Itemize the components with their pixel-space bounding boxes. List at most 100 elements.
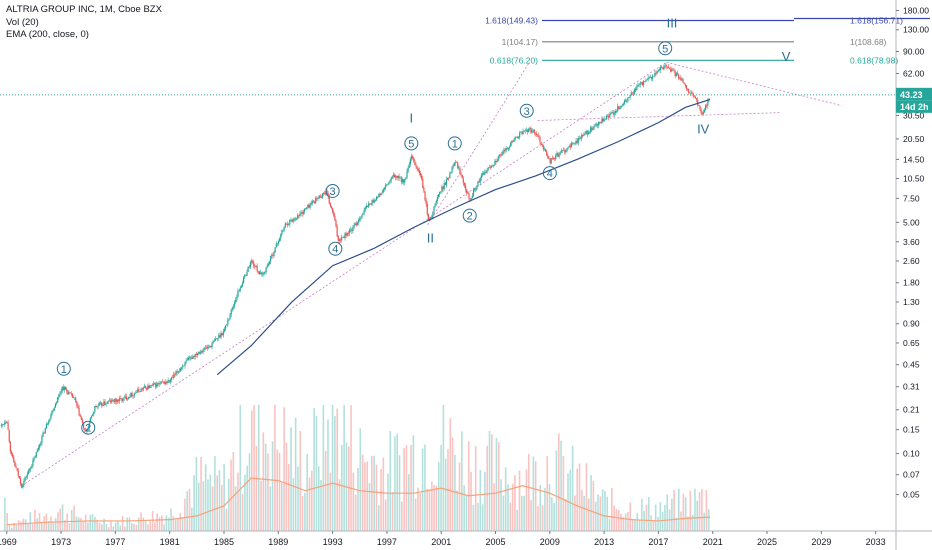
volume-bar [269, 486, 272, 531]
candle-body [252, 260, 254, 263]
candle-body [76, 401, 78, 406]
candle-body [391, 176, 393, 178]
candle-body [122, 397, 124, 401]
candle-body [685, 84, 688, 90]
volume-bar [698, 492, 701, 531]
volume-bar [530, 500, 532, 531]
y-tick-label: 3.60 [903, 237, 920, 247]
y-tick-label: 20.50 [903, 134, 925, 144]
wave-label: 2 [467, 211, 473, 223]
volume-bar [613, 505, 615, 531]
volume-bar [585, 463, 588, 531]
candle-body [217, 338, 219, 339]
candle-body [653, 75, 655, 77]
candle-body [301, 212, 303, 214]
candle-body [261, 272, 263, 275]
wave-circle [462, 208, 477, 223]
candle-body [255, 265, 257, 267]
volume-bar [421, 448, 424, 531]
candle-body [44, 428, 46, 434]
candle-body [286, 223, 289, 225]
candle-body [222, 331, 224, 336]
volume-bar [454, 454, 456, 531]
volume-bar [574, 495, 576, 531]
candle-body [383, 187, 386, 190]
candle-body [113, 400, 115, 403]
candle-body [274, 247, 276, 253]
candle-body [133, 393, 135, 396]
candle-body [363, 209, 365, 213]
candle-body [424, 191, 426, 201]
volume-bar [331, 405, 334, 531]
candle-body [67, 391, 69, 395]
candle-body [605, 115, 608, 120]
volume-bar [165, 515, 168, 531]
candle-body [640, 82, 642, 83]
candle-body [541, 143, 543, 146]
volume-bars [4, 405, 711, 531]
candle-body [524, 130, 526, 132]
fib-label-right: 1.618(156.71) [850, 15, 903, 25]
candle-body [83, 423, 85, 429]
candle-body [279, 238, 281, 242]
candle-body [670, 68, 672, 72]
candle-body [443, 182, 445, 190]
volume-bar [197, 482, 200, 531]
volume-bar [532, 456, 535, 531]
candle-body [535, 133, 538, 135]
candle-body [608, 115, 610, 118]
candle-body [388, 181, 390, 185]
candle-body [337, 236, 339, 241]
candle-body [621, 104, 623, 106]
candle-body [129, 396, 131, 398]
volume-bar [384, 499, 387, 531]
volume-bar [274, 405, 276, 531]
candle-body [159, 383, 161, 384]
volume-bar [324, 450, 327, 531]
y-tick-label: 0.21 [903, 405, 920, 415]
candle-body [284, 223, 286, 227]
candle-body [277, 241, 280, 244]
candle-body [426, 203, 428, 215]
volume-bar [500, 479, 502, 531]
candle-body [610, 112, 612, 115]
candle-body [600, 122, 602, 124]
candle-body [658, 69, 661, 71]
candle-body [468, 193, 470, 199]
volume-bar [424, 444, 426, 531]
volume-bar [484, 471, 486, 531]
candle-body [182, 365, 184, 368]
candle-body [149, 385, 151, 389]
candle-body [152, 383, 155, 386]
candle-body [703, 109, 706, 113]
candle-body [37, 447, 40, 450]
candle-body [254, 266, 256, 268]
candle-body [121, 398, 123, 401]
candle-body [181, 367, 183, 369]
candle-body [372, 200, 374, 203]
price-tag: 43.23 [900, 90, 923, 100]
volume-bar [444, 458, 447, 531]
volume-bar [241, 493, 244, 531]
volume-bar [394, 436, 396, 531]
candle-body [139, 391, 141, 392]
candle-body [461, 174, 463, 179]
candle-body [695, 98, 698, 100]
candle-body [272, 254, 274, 256]
volume-bar [292, 478, 295, 531]
candle-body [154, 383, 156, 385]
volume-bar [172, 516, 175, 531]
candle-body [18, 476, 20, 479]
candle-body [568, 145, 570, 148]
candle-body [477, 181, 479, 187]
volume-bar [347, 446, 350, 531]
candle-body [496, 160, 498, 162]
candle-body [437, 194, 440, 197]
candle-body [250, 260, 253, 263]
candle-body [585, 130, 587, 134]
volume-bar [527, 454, 530, 531]
candle-body [627, 97, 629, 102]
volume-bar [84, 514, 87, 531]
